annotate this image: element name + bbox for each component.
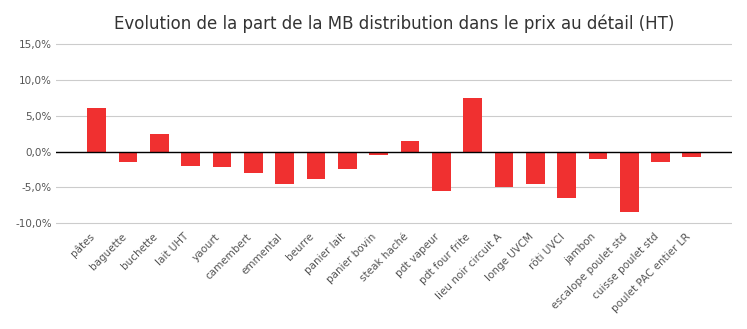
- Bar: [306, 152, 325, 179]
- Bar: [275, 152, 294, 184]
- Bar: [683, 152, 701, 157]
- Bar: [119, 152, 137, 162]
- Bar: [400, 141, 419, 152]
- Bar: [495, 152, 513, 187]
- Bar: [463, 98, 482, 152]
- Bar: [526, 152, 545, 184]
- Bar: [651, 152, 670, 162]
- Bar: [212, 152, 232, 167]
- Bar: [620, 152, 639, 212]
- Bar: [369, 152, 388, 155]
- Title: Evolution de la part de la MB distribution dans le prix au détail (HT): Evolution de la part de la MB distributi…: [114, 15, 675, 34]
- Bar: [182, 152, 200, 166]
- Bar: [557, 152, 576, 198]
- Bar: [589, 152, 607, 159]
- Bar: [87, 108, 106, 152]
- Bar: [150, 134, 169, 152]
- Bar: [432, 152, 450, 191]
- Bar: [338, 152, 356, 169]
- Bar: [244, 152, 263, 173]
